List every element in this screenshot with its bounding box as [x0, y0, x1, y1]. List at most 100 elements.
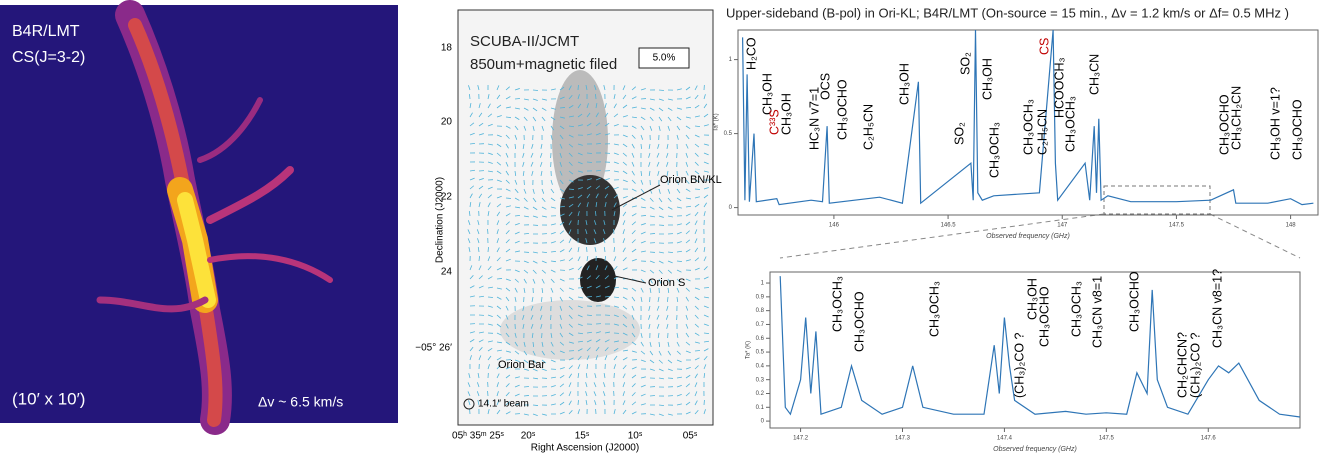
y-axis-label: Ta* (K)	[714, 113, 720, 131]
line-label: CH₃OCHO	[852, 291, 866, 352]
polarization-vector	[506, 198, 511, 199]
polarization-vector	[587, 296, 592, 297]
polarization-vector	[533, 90, 538, 91]
line-label: CH₃OCH₃	[927, 281, 941, 337]
line-label: CH₃OCHO	[1290, 99, 1304, 160]
polarization-vector	[650, 395, 655, 396]
polarization-vector	[587, 364, 588, 369]
x-tick-label: 146	[829, 223, 840, 229]
line-label: SO₂	[952, 122, 966, 145]
polarization-vector	[488, 247, 489, 252]
line-label: CH₃OCH₃	[830, 276, 844, 332]
line-label: OCS	[818, 73, 832, 100]
y-tick-label: 0.2	[756, 391, 765, 397]
polarization-vector	[650, 233, 655, 234]
zoom-arrow	[1210, 214, 1300, 258]
line-label: CH₃OH	[980, 58, 994, 100]
y-tick-label: 1	[729, 57, 733, 63]
line-label: CH₃CN	[1087, 54, 1101, 95]
y-tick-label: 0.5	[756, 350, 765, 356]
line-label: CH₃OH v=1?	[1268, 87, 1282, 160]
x-axis-label: Observed frequency (GHz)	[993, 446, 1077, 453]
polarization-vector	[595, 94, 596, 99]
x-tick-label: 147.3	[895, 436, 911, 442]
line-label: C₂H₅CN	[861, 104, 875, 150]
line-label: SO₂	[958, 52, 972, 75]
x-tick-label: 147	[1057, 223, 1068, 229]
polarization-vector	[488, 297, 493, 298]
line-label: (CH₃)₂CO ?	[1188, 332, 1202, 398]
y-tick-label: 0.5	[724, 131, 733, 137]
y-tick-label: 1	[761, 281, 765, 287]
line-label: CH₃OH	[760, 73, 774, 115]
x-tick-label: 148	[1286, 223, 1297, 229]
line-label: CH₂CHCN?	[1175, 332, 1189, 398]
y-tick-label: 18	[441, 43, 453, 54]
line-label: H₂CO	[744, 37, 758, 70]
y-tick-label: 0.4	[756, 363, 765, 369]
polarization-vector	[587, 162, 592, 163]
x-tick-label: 147.2	[793, 436, 809, 442]
y-tick-label: −05° 26′	[415, 343, 452, 354]
line-label: (CH₃)₂CO ?	[1012, 332, 1026, 398]
y-axis-label: Ta* (K)	[746, 341, 752, 359]
annotation: Orion S	[648, 277, 685, 289]
y-tick-label: 0.1	[756, 405, 765, 411]
zoom-box	[1104, 186, 1210, 214]
x-axis-label: Right Ascension (J2000)	[531, 443, 639, 454]
velocity-label: Δv ~ 6.5 km/s	[258, 394, 343, 410]
line-label: CH₃CN v8=1?	[1210, 269, 1224, 348]
y-tick-label: 0	[761, 419, 765, 425]
x-tick-label: 146.5	[941, 223, 957, 229]
annotation: Orion BN/KL	[660, 174, 722, 186]
map-title: 850um+magnetic filed	[470, 56, 617, 73]
y-tick-label: 0.8	[756, 308, 765, 314]
polarization-vector	[515, 98, 520, 99]
map-title: SCUBA-II/JCMT	[470, 33, 579, 50]
polarization-vector	[587, 153, 592, 154]
line-label: CH₃CH₂CN	[1229, 86, 1243, 150]
x-tick-label: 147.5	[1099, 436, 1115, 442]
x-tick-label: 20ˢ	[521, 431, 536, 442]
y-tick-label: 22	[441, 192, 453, 203]
y-tick-label: 0.7	[756, 322, 765, 328]
line-label: CH₃CN v8=1	[1090, 276, 1104, 348]
scale-box-label: 5.0%	[653, 53, 676, 64]
y-tick-label: 20	[441, 117, 453, 128]
y-axis-label: Declination (J2000)	[435, 177, 446, 263]
y-tick-label: 0	[729, 205, 733, 211]
map-title: CS(J=3-2)	[12, 49, 85, 66]
x-axis-label: Observed frequency (GHz)	[986, 233, 1070, 240]
x-tick-label: 147.5	[1169, 223, 1185, 229]
line-label: C₂H₅CN	[1035, 109, 1049, 155]
line-label: CH₃OH	[897, 63, 911, 105]
line-label: CH₃OH	[779, 93, 793, 135]
line-label: CS	[1037, 38, 1051, 55]
chart-title: Upper-sideband (B-pol) in Ori-KL; B4R/LM…	[726, 5, 1289, 20]
y-tick-label: 0.9	[756, 294, 765, 300]
polarization-vector	[497, 278, 502, 279]
y-tick-label: 24	[441, 267, 453, 278]
size-label: (10′ x 10′)	[12, 389, 85, 408]
line-label: CH₃OCHO	[835, 79, 849, 140]
x-tick-label: 147.4	[997, 436, 1013, 442]
x-tick-label: 05ʰ 35ᵐ 25ˢ	[452, 431, 504, 442]
polarization-vector	[469, 94, 470, 99]
annotation: Orion Bar	[498, 359, 545, 371]
x-tick-label: 15ˢ	[575, 431, 590, 442]
beam-label: 14.1″ beam	[478, 399, 529, 410]
polarization-vector	[586, 247, 587, 252]
map-title: B4R/LMT	[12, 23, 80, 40]
line-label: CH₃OCHO	[1127, 271, 1141, 332]
y-tick-label: 0.6	[756, 336, 765, 342]
x-tick-label: 10ˢ	[628, 431, 643, 442]
polarization-vector	[641, 215, 646, 216]
line-label: CH₃OCH₃	[1063, 96, 1077, 152]
polarization-vector	[560, 107, 565, 108]
polarization-vector	[569, 189, 574, 190]
x-tick-label: 05ˢ	[683, 431, 698, 442]
y-tick-label: 0.3	[756, 377, 765, 383]
polarization-vector	[578, 400, 579, 405]
line-label: CH₃OCHO	[1037, 286, 1051, 347]
